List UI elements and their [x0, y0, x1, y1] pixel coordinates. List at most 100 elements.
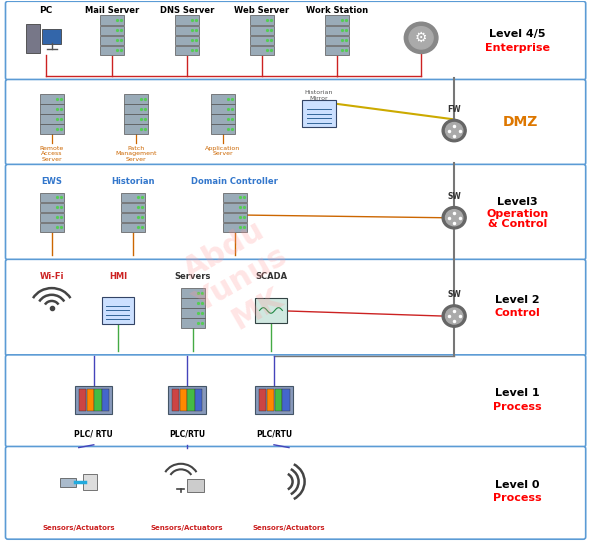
Text: EWS: EWS: [42, 176, 62, 186]
Text: Historian: Historian: [111, 176, 155, 186]
FancyBboxPatch shape: [223, 193, 247, 202]
FancyBboxPatch shape: [267, 389, 274, 411]
FancyBboxPatch shape: [250, 36, 274, 45]
FancyBboxPatch shape: [211, 104, 235, 114]
FancyBboxPatch shape: [95, 389, 102, 411]
FancyBboxPatch shape: [175, 36, 199, 45]
FancyBboxPatch shape: [250, 26, 274, 35]
Text: Enterprise: Enterprise: [485, 44, 550, 53]
Text: Level 2: Level 2: [495, 295, 539, 305]
Text: Sensors/Actuators: Sensors/Actuators: [150, 525, 223, 531]
FancyBboxPatch shape: [100, 16, 124, 25]
Text: SCADA: SCADA: [255, 272, 287, 281]
Text: Domain Controller: Domain Controller: [191, 176, 278, 186]
FancyBboxPatch shape: [187, 389, 194, 411]
Circle shape: [442, 207, 466, 229]
FancyBboxPatch shape: [5, 80, 586, 165]
FancyBboxPatch shape: [124, 94, 148, 104]
FancyBboxPatch shape: [100, 46, 124, 55]
FancyBboxPatch shape: [40, 193, 64, 202]
FancyBboxPatch shape: [325, 16, 349, 25]
Text: Level 1: Level 1: [495, 388, 539, 398]
Text: Remote
Access
Server: Remote Access Server: [40, 146, 64, 162]
FancyBboxPatch shape: [40, 94, 64, 104]
FancyBboxPatch shape: [124, 114, 148, 124]
Text: Sensors/Actuators: Sensors/Actuators: [253, 525, 325, 531]
FancyBboxPatch shape: [121, 223, 145, 232]
Text: Servers: Servers: [175, 272, 211, 281]
Text: Historian
Mirror: Historian Mirror: [305, 90, 333, 101]
FancyBboxPatch shape: [175, 16, 199, 25]
FancyBboxPatch shape: [5, 1, 586, 80]
Text: FW: FW: [447, 105, 461, 114]
Text: PLC/ RTU: PLC/ RTU: [75, 429, 113, 438]
FancyBboxPatch shape: [87, 389, 94, 411]
Circle shape: [409, 27, 433, 49]
FancyBboxPatch shape: [250, 46, 274, 55]
FancyBboxPatch shape: [102, 297, 134, 324]
Text: Mail Server: Mail Server: [85, 7, 139, 16]
FancyBboxPatch shape: [211, 124, 235, 134]
FancyBboxPatch shape: [211, 94, 235, 104]
FancyBboxPatch shape: [211, 114, 235, 124]
FancyBboxPatch shape: [5, 259, 586, 356]
Text: Level 4/5: Level 4/5: [489, 29, 545, 39]
FancyBboxPatch shape: [79, 389, 86, 411]
FancyBboxPatch shape: [195, 389, 202, 411]
FancyBboxPatch shape: [121, 193, 145, 202]
Circle shape: [445, 209, 463, 226]
FancyBboxPatch shape: [40, 124, 64, 134]
Text: Process: Process: [493, 493, 542, 503]
FancyBboxPatch shape: [259, 389, 266, 411]
FancyBboxPatch shape: [100, 26, 124, 35]
Text: HMI: HMI: [109, 272, 127, 281]
Text: Work Station: Work Station: [306, 7, 368, 16]
FancyBboxPatch shape: [26, 24, 40, 53]
FancyBboxPatch shape: [40, 104, 64, 114]
Text: & Control: & Control: [488, 220, 547, 230]
FancyBboxPatch shape: [181, 318, 205, 328]
Circle shape: [442, 305, 466, 327]
FancyBboxPatch shape: [223, 223, 247, 232]
FancyBboxPatch shape: [40, 114, 64, 124]
FancyBboxPatch shape: [250, 16, 274, 25]
FancyBboxPatch shape: [75, 386, 113, 414]
Text: Operation: Operation: [486, 209, 548, 220]
FancyBboxPatch shape: [187, 479, 204, 492]
FancyBboxPatch shape: [223, 203, 247, 212]
Text: ⚙: ⚙: [415, 31, 427, 45]
Text: Level 0: Level 0: [495, 480, 539, 490]
Circle shape: [445, 123, 463, 139]
FancyBboxPatch shape: [5, 446, 586, 539]
Text: Patch
Management
Server: Patch Management Server: [115, 146, 157, 162]
FancyBboxPatch shape: [83, 474, 98, 490]
FancyBboxPatch shape: [40, 203, 64, 212]
Text: Level3: Level3: [497, 197, 538, 207]
Circle shape: [405, 22, 438, 54]
FancyBboxPatch shape: [40, 213, 64, 222]
FancyBboxPatch shape: [255, 298, 287, 323]
Text: Application
Server: Application Server: [205, 146, 241, 156]
Text: Abdu
Yunus
MK: Abdu Yunus MK: [172, 213, 309, 347]
FancyBboxPatch shape: [5, 165, 586, 260]
FancyBboxPatch shape: [40, 223, 64, 232]
FancyBboxPatch shape: [121, 213, 145, 222]
Text: PLC/RTU: PLC/RTU: [169, 429, 205, 438]
Text: Control: Control: [494, 308, 540, 318]
Text: SW: SW: [447, 290, 461, 299]
FancyBboxPatch shape: [102, 389, 110, 411]
FancyBboxPatch shape: [325, 46, 349, 55]
FancyBboxPatch shape: [121, 203, 145, 212]
FancyBboxPatch shape: [275, 389, 282, 411]
Text: PC: PC: [39, 7, 52, 16]
FancyBboxPatch shape: [100, 36, 124, 45]
FancyBboxPatch shape: [124, 104, 148, 114]
FancyBboxPatch shape: [175, 26, 199, 35]
FancyBboxPatch shape: [325, 36, 349, 45]
Text: DMZ: DMZ: [503, 115, 538, 129]
Circle shape: [445, 308, 463, 324]
FancyBboxPatch shape: [179, 389, 187, 411]
Text: Wi-Fi: Wi-Fi: [40, 272, 64, 281]
FancyBboxPatch shape: [175, 46, 199, 55]
FancyBboxPatch shape: [302, 100, 336, 127]
